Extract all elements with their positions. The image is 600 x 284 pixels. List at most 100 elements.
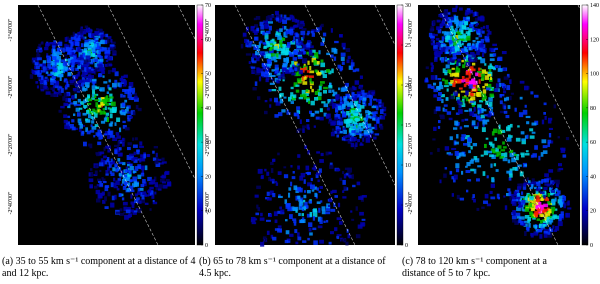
map-pixel <box>524 164 527 166</box>
map-pixel <box>507 137 512 141</box>
map-pixel <box>545 116 547 120</box>
map-pixel <box>454 175 458 180</box>
map-pixel <box>366 122 368 124</box>
map-pixel <box>122 138 125 141</box>
map-pixel <box>372 106 377 108</box>
map-pixel <box>511 135 513 138</box>
map-pixel <box>521 131 525 134</box>
map-pixel <box>113 178 115 182</box>
map-pixel <box>485 39 489 43</box>
map-pixel <box>534 211 537 216</box>
map-pixel <box>453 91 457 95</box>
map-pixel <box>331 28 333 33</box>
map-pixel <box>360 76 363 79</box>
map-pixel <box>122 89 126 92</box>
map-pixel <box>44 47 48 50</box>
map-pixel <box>461 30 464 34</box>
map-pixel <box>267 59 271 61</box>
map-pixel <box>316 151 320 153</box>
map-pixel <box>278 225 282 227</box>
map-pixel <box>460 198 464 201</box>
map-pixel <box>94 113 97 117</box>
map-pixel <box>54 80 56 83</box>
map-pixel <box>302 213 304 216</box>
map-pixel <box>558 136 560 138</box>
map-pixel <box>313 240 318 245</box>
map-pixel <box>98 59 101 61</box>
map-pixel <box>516 138 521 142</box>
map-pixel <box>487 114 491 118</box>
map-pixel <box>309 75 314 78</box>
map-pixel <box>284 97 287 99</box>
map-pixel <box>68 72 72 76</box>
map-pixel <box>130 194 132 198</box>
map-pixel <box>165 171 170 175</box>
map-pixel <box>60 106 65 108</box>
map-pixel <box>526 121 529 124</box>
map-pixel <box>277 36 282 40</box>
map-pixel <box>543 187 547 190</box>
map-pixel <box>359 97 363 100</box>
map-pixel <box>103 108 105 111</box>
map-pixel <box>464 110 468 112</box>
map-pixel <box>438 92 442 96</box>
map-pixel <box>512 167 516 171</box>
map-pixel <box>138 188 140 192</box>
map-pixel <box>470 52 474 55</box>
map-pixel <box>260 213 263 216</box>
map-pixel <box>481 27 483 31</box>
map-pixel <box>451 61 454 63</box>
map-pixel <box>488 66 493 70</box>
map-pixel <box>129 154 134 157</box>
colorbar-tick-label: 20 <box>205 174 211 180</box>
map-pixel <box>37 85 39 88</box>
map-pixel <box>475 25 478 27</box>
map-pixel <box>52 56 57 60</box>
map-pixel <box>275 65 279 69</box>
map-pixel <box>302 81 307 85</box>
map-pixel <box>126 177 131 181</box>
map-pixel <box>526 116 531 118</box>
map-pixel <box>133 171 137 173</box>
map-pixel <box>110 39 112 43</box>
map-pixel <box>462 96 466 98</box>
map-pixel <box>506 115 510 118</box>
map-pixel <box>136 149 140 152</box>
colorbar-tick-label: 0 <box>590 243 593 249</box>
map-pixel <box>490 164 492 168</box>
map-pixel <box>330 209 335 212</box>
map-pixel <box>92 109 95 112</box>
map-pixel <box>475 12 477 17</box>
map-pixel <box>359 123 363 126</box>
map-pixel <box>311 178 313 181</box>
map-pixel <box>481 31 484 34</box>
map-pixel <box>77 84 82 86</box>
map-pixel <box>426 66 429 69</box>
map-pixel <box>351 105 353 108</box>
map-pixel <box>97 64 102 67</box>
map-pixel <box>86 62 89 65</box>
map-pixel <box>95 165 98 169</box>
map-pixel <box>360 142 362 145</box>
map-pixel <box>334 57 336 61</box>
map-pixel <box>272 193 275 197</box>
map-pixel <box>544 215 546 220</box>
map-pixel <box>247 42 249 45</box>
map-pixel <box>463 57 466 60</box>
map-pixel <box>309 50 313 55</box>
map-pixel <box>133 145 138 148</box>
map-pixel <box>366 116 368 120</box>
map-pixel <box>373 99 377 101</box>
map-pixel <box>315 70 318 73</box>
map-pixel <box>71 68 74 71</box>
map-pixel <box>366 138 371 143</box>
map-pixel <box>278 196 283 198</box>
map-pixel <box>525 105 527 108</box>
map-pixel <box>252 222 257 224</box>
map-pixel <box>276 80 280 84</box>
map-pixel <box>285 240 289 243</box>
map-pixel <box>318 50 320 54</box>
map-pixel <box>67 84 70 87</box>
map-pixel <box>314 168 317 171</box>
map-pixel <box>267 197 272 200</box>
